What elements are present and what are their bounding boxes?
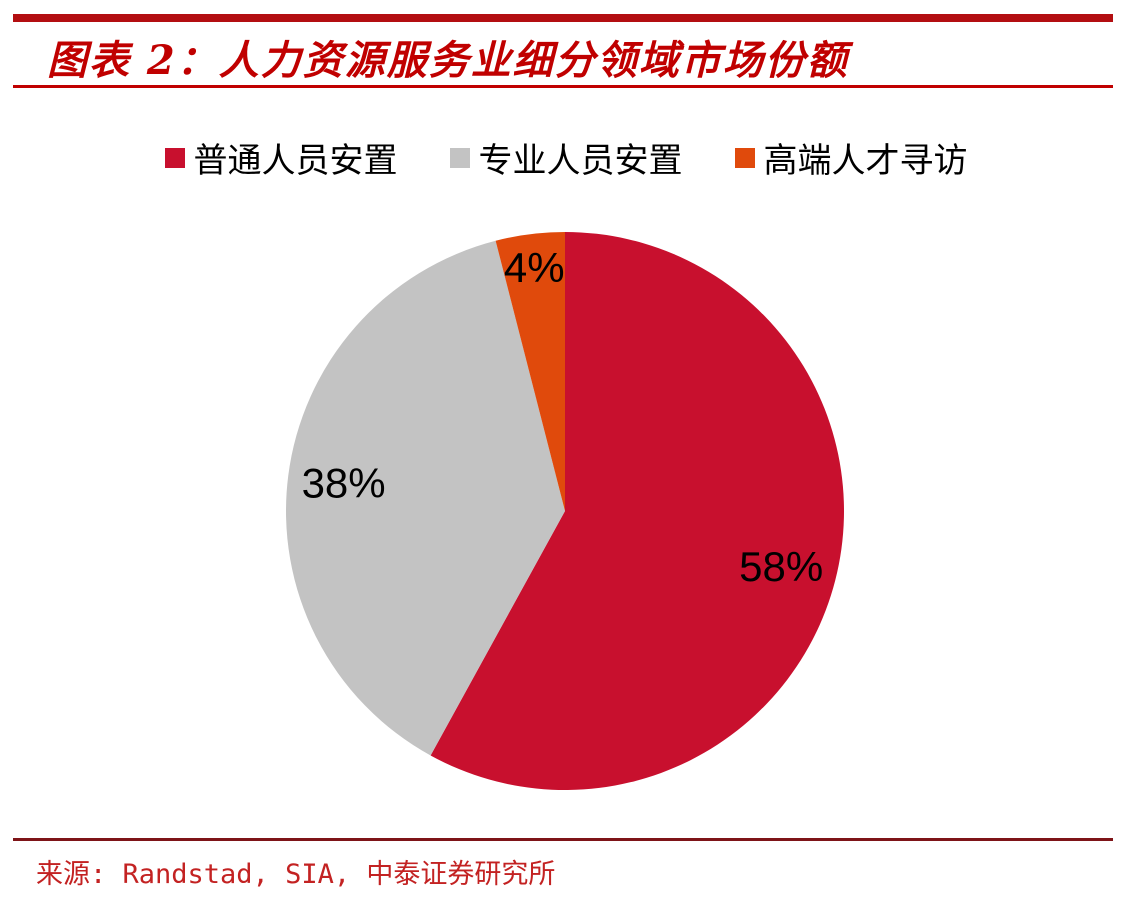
source-attribution: 来源: Randstad, SIA, 中泰证券研究所 — [36, 859, 556, 890]
pie-chart: 58% 38% 4% — [286, 232, 844, 790]
pie-slice-2 — [495, 232, 565, 511]
pie-data-label-2: 4% — [504, 244, 565, 291]
pie-slice-1 — [286, 240, 565, 756]
legend-item-professional-placement: 专业人员安置 — [449, 133, 683, 182]
chart-title: 图表 2：人力资源服务业细分领域市场份额 — [47, 37, 849, 84]
legend-label: 高端人才寻访 — [763, 141, 968, 181]
top-divider-rule — [13, 14, 1113, 22]
title-underline-rule — [13, 85, 1113, 88]
legend-label: 专业人员安置 — [478, 141, 683, 181]
pie-slice-0 — [430, 232, 844, 790]
pie-data-label-1: 38% — [302, 460, 386, 507]
legend-item-general-placement: 普通人员安置 — [164, 133, 398, 182]
legend: 普通人员安置 专业人员安置 高端人才寻访 — [0, 133, 1132, 182]
legend-item-executive-search: 高端人才寻访 — [734, 133, 968, 182]
legend-swatch-icon — [734, 147, 755, 168]
legend-swatch-icon — [164, 147, 185, 168]
pie-data-label-0: 58% — [739, 543, 823, 590]
legend-label: 普通人员安置 — [193, 141, 398, 181]
bottom-divider-rule — [13, 838, 1113, 841]
legend-swatch-icon — [449, 147, 470, 168]
pie-chart-area: 58% 38% 4% — [280, 226, 850, 796]
